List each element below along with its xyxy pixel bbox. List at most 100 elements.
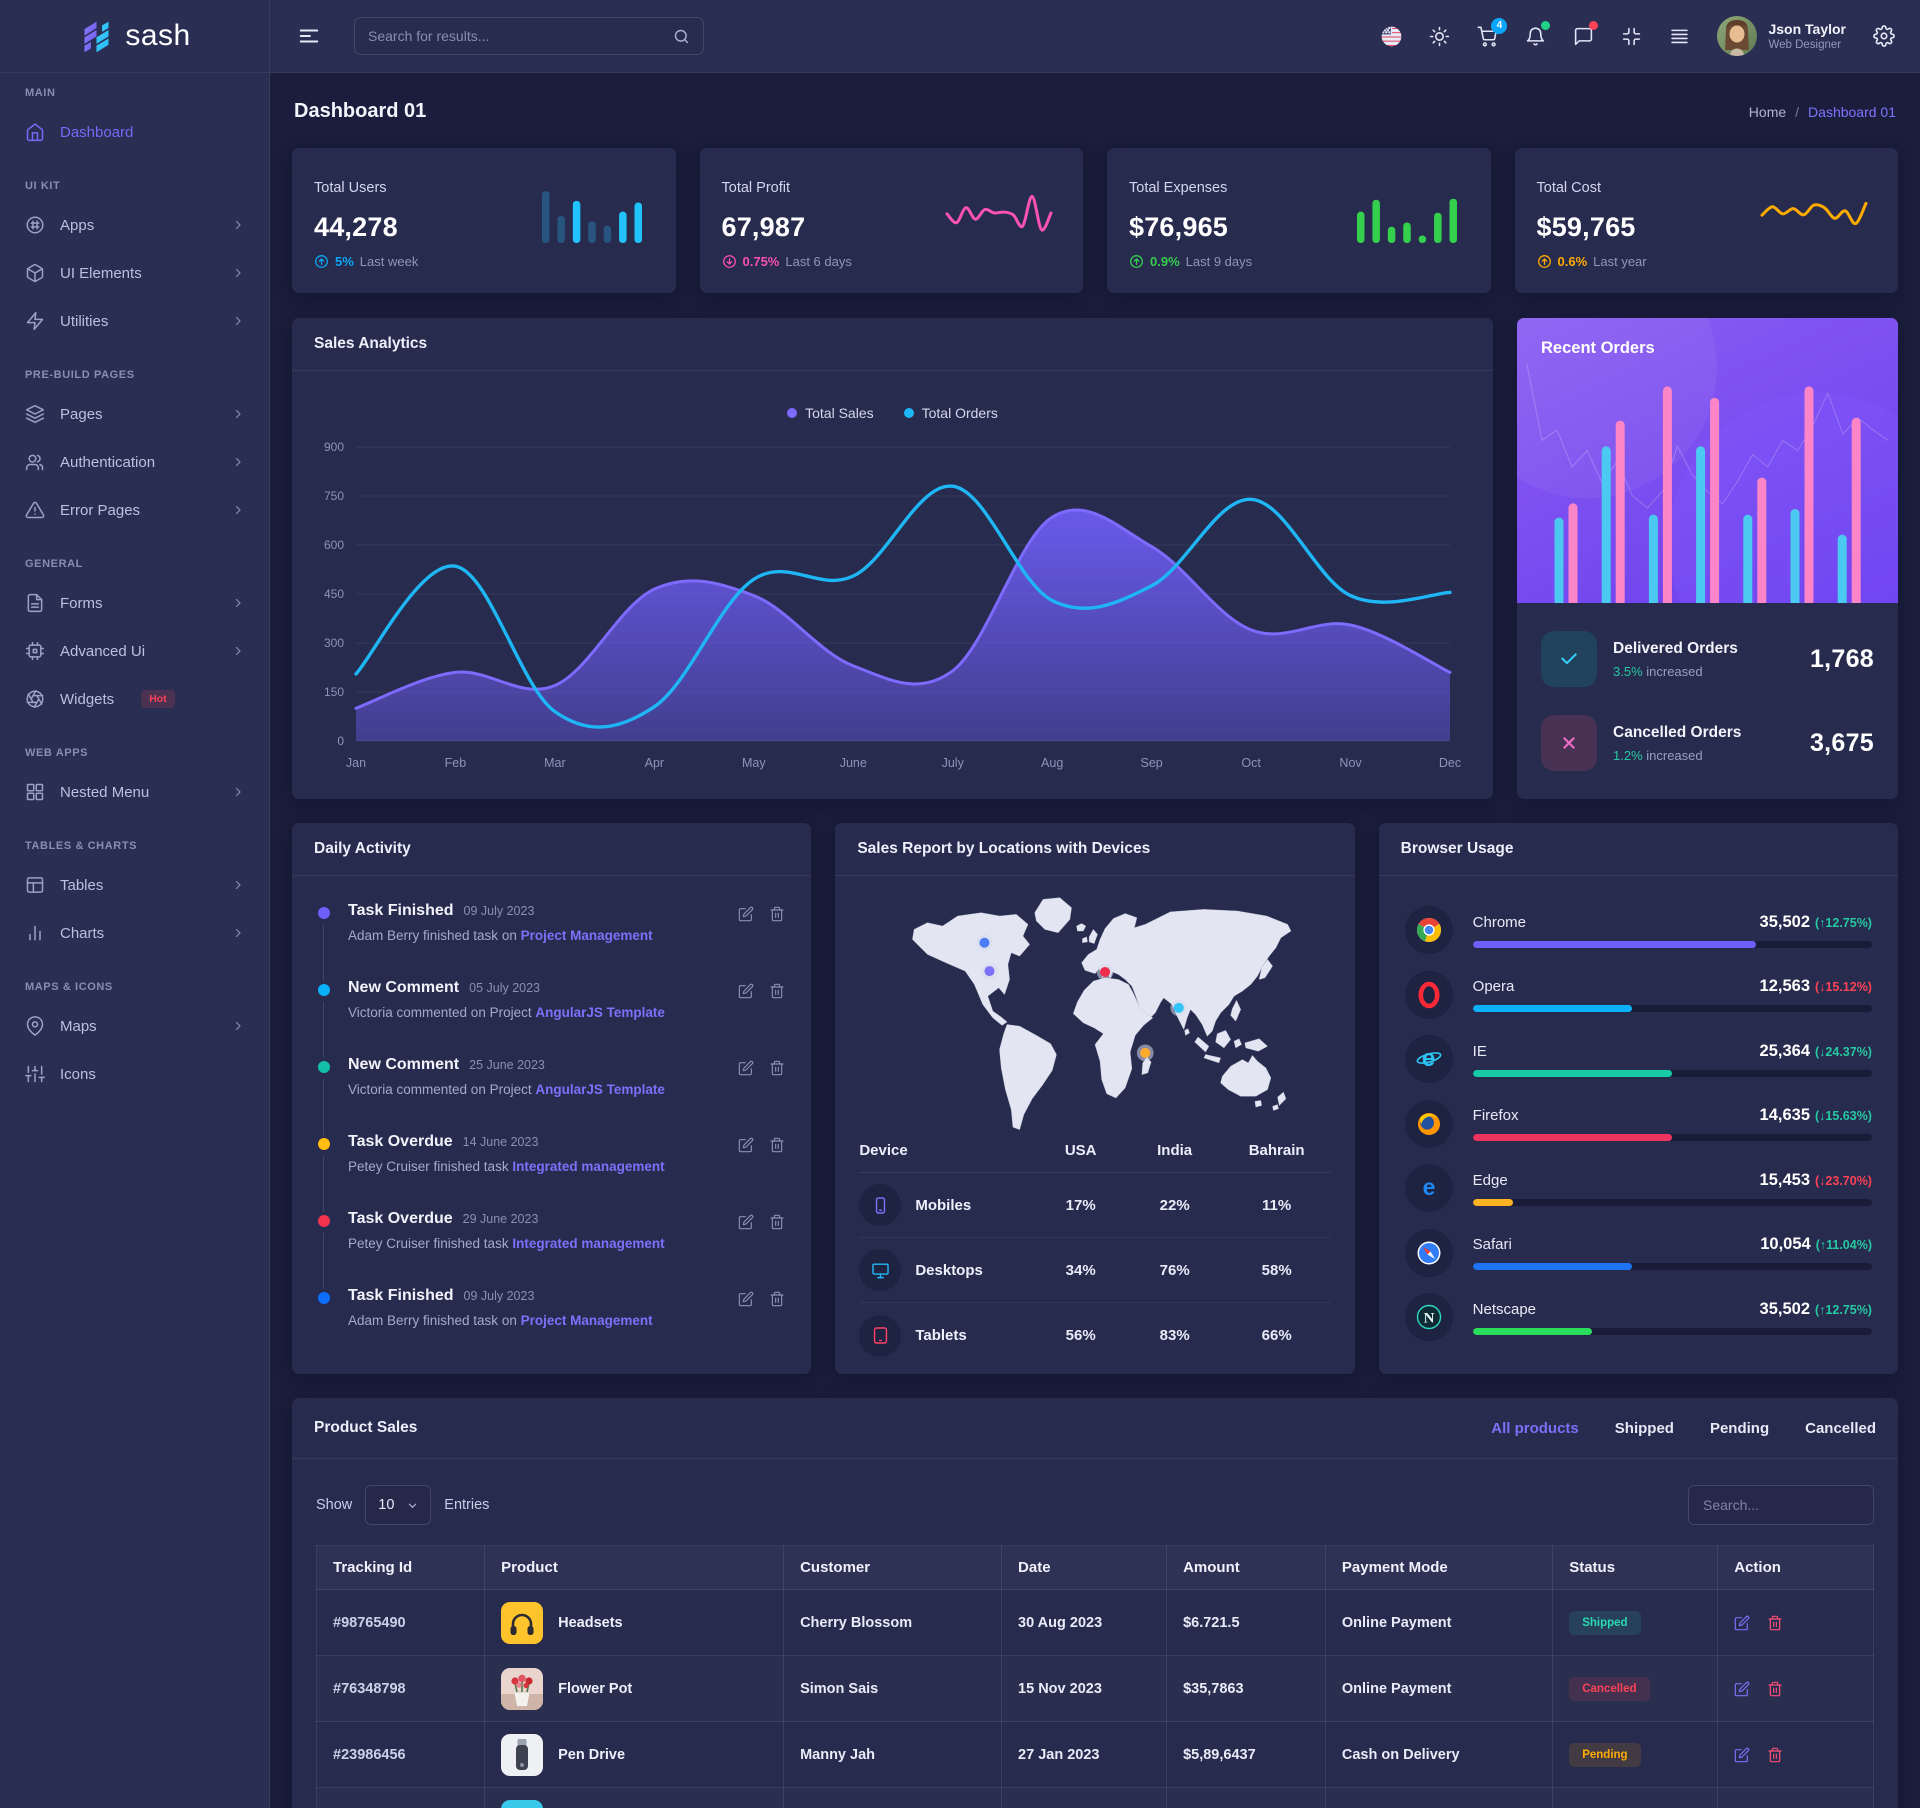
- recent-orders-chart: Recent Orders: [1517, 318, 1898, 603]
- cart-icon[interactable]: 4: [1477, 17, 1508, 47]
- activity-link[interactable]: AngularJS Template: [535, 1082, 665, 1097]
- trash-icon[interactable]: [769, 1137, 785, 1210]
- messages-icon[interactable]: [1573, 20, 1599, 47]
- sidebar-item-widgets[interactable]: Widgets Hot: [0, 675, 269, 723]
- apps-icon: [25, 215, 45, 235]
- svg-text:150: 150: [324, 685, 344, 699]
- tab-all-products[interactable]: All products: [1491, 1419, 1579, 1437]
- language-flag-icon[interactable]: [1381, 26, 1402, 47]
- browser-usage-card: Browser Usage Chrome 35,502 (↑12.75%) Opera…: [1378, 823, 1898, 1374]
- sidebar-item-maps[interactable]: Maps: [0, 1002, 269, 1050]
- right-sidebar-icon[interactable]: [1669, 26, 1690, 47]
- theme-light-icon[interactable]: [1429, 26, 1450, 47]
- trash-icon[interactable]: [769, 1291, 785, 1364]
- page-size-select[interactable]: 10: [365, 1485, 432, 1525]
- edit-icon[interactable]: [738, 1137, 754, 1210]
- sidebar-item-dashboard[interactable]: Dashboard: [0, 108, 269, 156]
- desktop-icon: [859, 1249, 902, 1291]
- sidebar-item-tables[interactable]: Tables: [0, 861, 269, 909]
- cell-customer: Simon Sais: [783, 1655, 1003, 1722]
- trash-icon[interactable]: [1767, 1747, 1783, 1763]
- trash-icon[interactable]: [769, 983, 785, 1056]
- daily-activity-card: Daily Activity Task Finished 09 July 2023…: [292, 823, 812, 1374]
- device-table-header: Device USA India Bahrain: [859, 1134, 1331, 1173]
- x-icon: [1541, 715, 1597, 771]
- activity-description: Victoria commented on Project AngularJS …: [348, 1082, 665, 1097]
- trash-icon[interactable]: [769, 906, 785, 979]
- notifications-icon[interactable]: [1525, 20, 1551, 47]
- trash-icon[interactable]: [1767, 1681, 1783, 1697]
- stat-delta: 0.9% Last 9 days: [1129, 254, 1469, 269]
- browser-name: Safari: [1472, 1236, 1512, 1254]
- edit-icon[interactable]: [738, 1214, 754, 1287]
- activity-link[interactable]: Project Management: [520, 1313, 653, 1328]
- world-map: [859, 890, 1330, 1134]
- map-container: [835, 876, 1354, 1134]
- cell-date: [1001, 1787, 1168, 1808]
- edit-icon[interactable]: [738, 1291, 754, 1364]
- activity-item: New Comment 25 June 2023 Victoria commente…: [318, 1056, 785, 1135]
- activity-item: Task Overdue 29 June 2023 Petey Cruiser fi…: [318, 1210, 785, 1289]
- page-size-control: Show 10 Entries: [316, 1485, 489, 1525]
- mobile-icon: [859, 1184, 902, 1226]
- sidebar-item-label: Nested Menu: [60, 783, 150, 801]
- sidebar-item-forms[interactable]: Forms: [0, 579, 269, 627]
- sidebar-item-nested-menu[interactable]: Nested Menu: [0, 768, 269, 816]
- sidebar-nav: MAIN Dashboard UI KIT Apps UI Elements Utilit…: [0, 73, 269, 1128]
- settings-gear-icon[interactable]: [1873, 25, 1895, 47]
- search-input[interactable]: [368, 28, 673, 44]
- sidebar-item-icons[interactable]: Icons: [0, 1050, 269, 1098]
- stat-delta-pct: 0.6%: [1557, 254, 1588, 269]
- sidebar-item-error-pages[interactable]: Error Pages: [0, 486, 269, 534]
- table-search-input[interactable]: [1688, 1485, 1874, 1525]
- sidebar-item-pages[interactable]: Pages: [0, 390, 269, 438]
- browser-progress-fill: [1472, 1005, 1633, 1013]
- sidebar-item-charts[interactable]: Charts: [0, 909, 269, 957]
- col-amount: Amount: [1166, 1545, 1326, 1590]
- activity-date: 05 July 2023: [469, 981, 541, 995]
- sidebar-item-label: Error Pages: [60, 501, 141, 519]
- browser-value: 14,635: [1759, 1106, 1810, 1125]
- edit-icon[interactable]: [1734, 1681, 1750, 1697]
- sidebar-item-label: Apps: [60, 216, 95, 234]
- cell-payment-mode: [1324, 1787, 1554, 1808]
- user-menu[interactable]: Json Taylor Web Designer: [1717, 16, 1846, 56]
- device-value: 66%: [1261, 1327, 1292, 1344]
- edit-icon[interactable]: [738, 1060, 754, 1133]
- cell-customer: Manny Jah: [783, 1721, 1003, 1788]
- sidebar-item-authentication[interactable]: Authentication: [0, 438, 269, 486]
- tab-shipped[interactable]: Shipped: [1614, 1419, 1674, 1437]
- edit-icon[interactable]: [1734, 1747, 1750, 1763]
- svg-text:May: May: [742, 756, 766, 770]
- brand-logo[interactable]: sash: [0, 0, 269, 73]
- trash-icon[interactable]: [769, 1214, 785, 1287]
- chevron-right-icon: [232, 1020, 244, 1032]
- activity-link[interactable]: Integrated management: [512, 1159, 665, 1174]
- legend-dot: [903, 408, 914, 418]
- search-icon[interactable]: [673, 28, 690, 45]
- trash-icon[interactable]: [769, 1060, 785, 1133]
- fullscreen-icon[interactable]: [1621, 26, 1642, 47]
- breadcrumb-home[interactable]: Home: [1748, 103, 1787, 120]
- activity-link[interactable]: Integrated management: [512, 1236, 665, 1251]
- edit-icon[interactable]: [738, 983, 754, 1056]
- trash-icon[interactable]: [1767, 1615, 1783, 1631]
- browser-change: (↑12.75%): [1815, 1302, 1872, 1317]
- edit-icon[interactable]: [1734, 1615, 1750, 1631]
- sidebar-item-ui-elements[interactable]: UI Elements: [0, 249, 269, 297]
- stat-period: Last 6 days: [785, 254, 852, 269]
- activity-link[interactable]: Project Management: [520, 928, 653, 943]
- tab-cancelled[interactable]: Cancelled: [1805, 1419, 1876, 1437]
- sidebar-item-utilities[interactable]: Utilities: [0, 297, 269, 345]
- activity-dot: [318, 1138, 330, 1150]
- sidebar-toggle-icon[interactable]: [298, 25, 320, 47]
- sidebar-item-advanced-ui[interactable]: Advanced Ui: [0, 627, 269, 675]
- activity-link[interactable]: AngularJS Template: [535, 1005, 665, 1020]
- edit-icon[interactable]: [738, 906, 754, 979]
- tab-pending[interactable]: Pending: [1709, 1419, 1770, 1437]
- browser-row-safari: Safari 10,054 (↑11.04%): [1404, 1221, 1872, 1286]
- cell-date: 15 Nov 2023: [1001, 1655, 1168, 1722]
- svg-text:Oct: Oct: [1241, 756, 1261, 770]
- sidebar-item-apps[interactable]: Apps: [0, 201, 269, 249]
- product-name: Headsets: [558, 1614, 623, 1631]
